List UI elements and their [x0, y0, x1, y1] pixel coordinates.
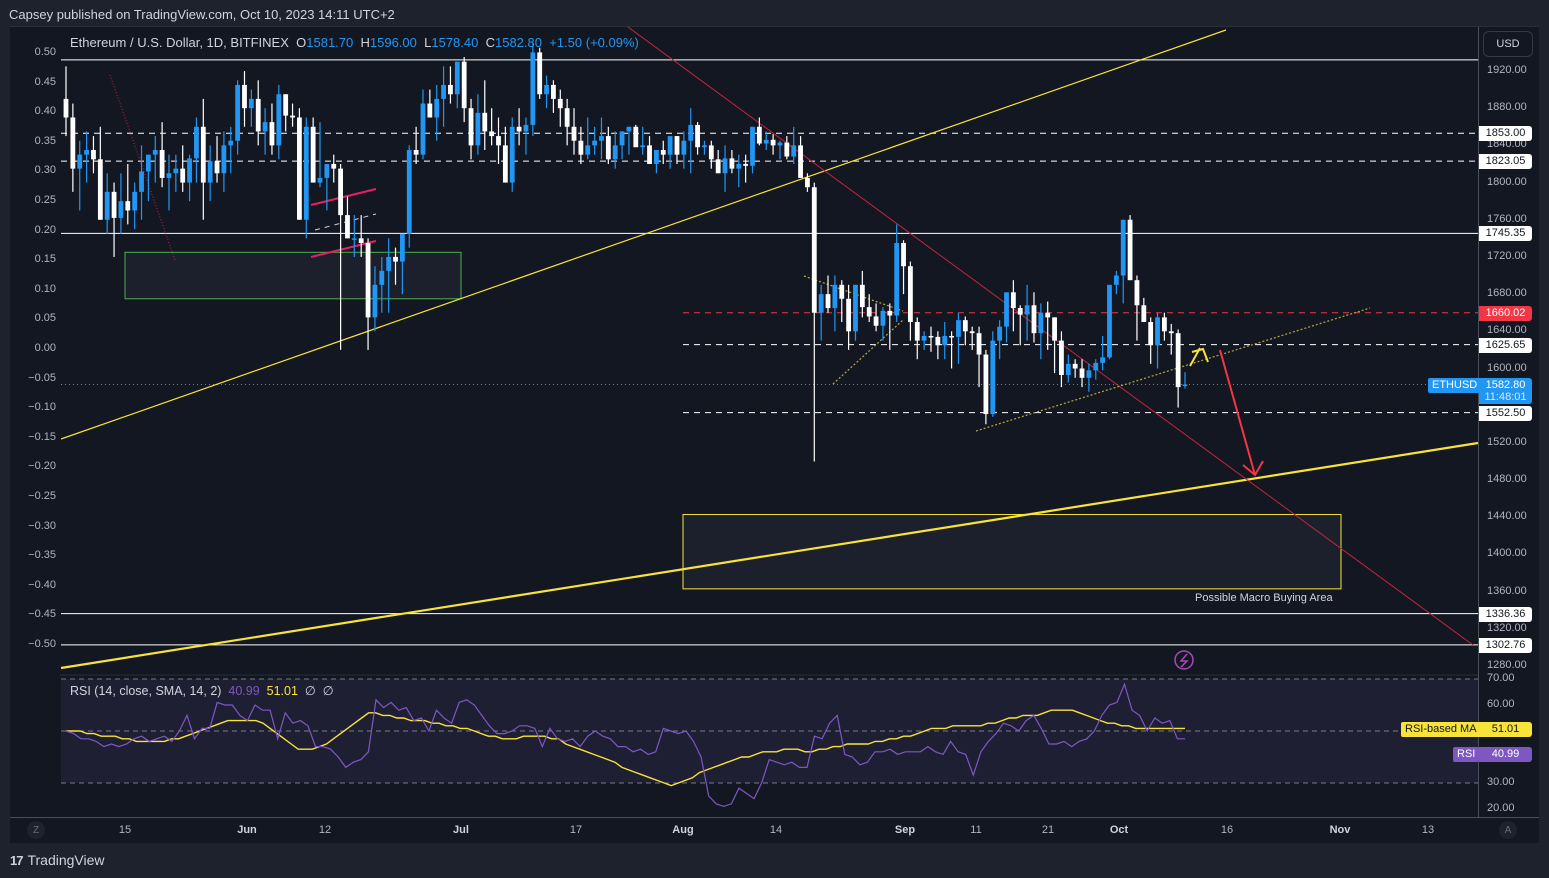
left-scale-tick: −0.05 [28, 371, 56, 384]
left-scale-tick: 0.35 [34, 134, 56, 147]
time-tick: 11 [970, 824, 982, 836]
symbol-title[interactable]: Ethereum / U.S. Dollar, 1D, BITFINEX [70, 35, 289, 50]
left-scale-tick: −0.20 [28, 460, 56, 473]
rsi-ma-badge-label: RSI-based MA [1401, 722, 1481, 737]
price-tick: 1440.00 [1487, 510, 1527, 523]
symbol-legend: Ethereum / U.S. Dollar, 1D, BITFINEX O15… [70, 35, 639, 50]
time-tick: 21 [1041, 824, 1055, 836]
price-tick: 1800.00 [1487, 175, 1527, 188]
change-percent: (+0.09%) [585, 35, 639, 50]
price-level-label[interactable]: 1302.76 [1479, 637, 1532, 653]
time-tick: Oct [1109, 824, 1129, 836]
left-scale-tick: 0.15 [34, 253, 56, 266]
time-tick: 15 [118, 824, 132, 836]
rsi-title[interactable]: RSI (14, close, SMA, 14, 2) [70, 684, 222, 698]
price-level-label[interactable]: 1823.05 [1479, 154, 1532, 170]
price-tick: 1480.00 [1487, 473, 1527, 486]
left-scale-axis[interactable] [10, 27, 60, 817]
left-scale-tick: 0.00 [34, 342, 56, 354]
symbol-price-badge: ETHUSD [1428, 378, 1482, 393]
na-icon: ∅ [322, 684, 334, 698]
left-scale-tick: 0.20 [34, 223, 56, 236]
left-scale-tick: 0.50 [34, 46, 56, 58]
price-level-label[interactable]: 1745.35 [1479, 226, 1532, 242]
left-scale-tick: 0.05 [34, 312, 56, 325]
left-scale-tick: 0.10 [34, 282, 56, 295]
time-tick: 14 [769, 824, 783, 836]
low-value: 1578.40 [431, 35, 479, 50]
price-level-label[interactable]: 1552.50 [1479, 405, 1532, 421]
time-tick: Sep [894, 824, 916, 836]
price-level-label[interactable]: 1853.00 [1479, 126, 1532, 142]
zoom-reset-button[interactable]: Z [27, 821, 45, 839]
left-scale-tick: −0.40 [28, 578, 56, 591]
price-tick: 1720.00 [1487, 249, 1527, 262]
rsi-tick: 30.00 [1487, 776, 1515, 788]
rsi-badge-label: RSI [1453, 747, 1480, 762]
high-value: 1596.00 [369, 35, 417, 50]
bar-countdown: 11:48:01 [1484, 391, 1527, 403]
left-scale-tick: 0.40 [34, 105, 56, 118]
change-value: +1.50 [549, 35, 583, 50]
price-level-label[interactable]: 1336.36 [1479, 606, 1532, 622]
left-scale-tick: −0.25 [28, 490, 56, 502]
macro-buying-area-box [682, 513, 1342, 590]
rsi-value: 40.99 [228, 684, 260, 698]
left-scale-tick: 0.45 [34, 75, 56, 88]
rsi-tick: 60.00 [1487, 698, 1515, 710]
price-tick: 1640.00 [1487, 324, 1527, 337]
time-tick: 17 [569, 824, 583, 836]
time-axis[interactable] [10, 817, 1539, 843]
time-tick: Nov [1329, 824, 1351, 836]
time-tick: 13 [1421, 824, 1435, 836]
price-tick: 1280.00 [1487, 659, 1527, 671]
open-value: 1581.70 [306, 35, 354, 50]
currency-button[interactable]: USD [1483, 31, 1533, 57]
price-tick: 1320.00 [1487, 621, 1527, 634]
na-icon: ∅ [304, 684, 316, 698]
time-tick: Jul [453, 824, 469, 836]
price-tick: 1520.00 [1487, 435, 1527, 448]
time-tick: 16 [1220, 824, 1234, 836]
published-info: Capsey published on TradingView.com, Oct… [9, 7, 395, 22]
left-scale-tick: −0.10 [28, 401, 56, 414]
left-scale-tick: −0.35 [28, 549, 56, 562]
macro-buying-area-label: Possible Macro Buying Area [1195, 592, 1333, 604]
lightning-alert-icon [1174, 650, 1194, 670]
rsi-legend: RSI (14, close, SMA, 14, 2) 40.99 51.01 … [70, 683, 334, 698]
left-scale-tick: −0.50 [28, 638, 56, 650]
rsi-ma-value: 51.01 [266, 684, 298, 698]
demand-zone-box [124, 251, 462, 300]
time-tick: 12 [318, 824, 332, 836]
rsi-badge-value: 40.99 [1479, 747, 1532, 762]
time-tick: Aug [672, 824, 694, 836]
tradingview-brand[interactable]: 17 TradingView [10, 852, 105, 868]
price-tick: 1920.00 [1487, 64, 1527, 76]
price-tick: 1360.00 [1487, 584, 1527, 597]
brand-name: TradingView [27, 852, 105, 868]
time-tick: Jun [237, 824, 257, 836]
auto-scale-button[interactable]: A [1499, 821, 1517, 839]
left-scale-tick: 0.25 [34, 194, 56, 206]
rsi-tick: 20.00 [1487, 802, 1515, 814]
price-level-label[interactable]: 1625.65 [1479, 337, 1532, 353]
rsi-ma-badge-value: 51.01 [1479, 722, 1532, 737]
price-tick: 1400.00 [1487, 547, 1527, 560]
close-value: 1582.80 [494, 35, 542, 50]
tradingview-logo-icon: 17 [10, 852, 24, 868]
left-scale-tick: −0.30 [28, 519, 56, 532]
left-scale-tick: −0.15 [28, 430, 56, 443]
price-tick: 1600.00 [1487, 361, 1527, 374]
price-tick: 1680.00 [1487, 287, 1527, 300]
left-scale-tick: 0.30 [34, 164, 56, 177]
price-tick: 1840.00 [1487, 138, 1527, 151]
price-tick: 1880.00 [1487, 101, 1527, 114]
price-tick: 1760.00 [1487, 212, 1527, 225]
rsi-tick: 70.00 [1487, 672, 1515, 684]
current-price-label: 1582.80 11:48:01 [1479, 378, 1532, 404]
left-scale-tick: −0.45 [28, 608, 56, 621]
price-level-label[interactable]: 1660.02 [1479, 305, 1532, 321]
